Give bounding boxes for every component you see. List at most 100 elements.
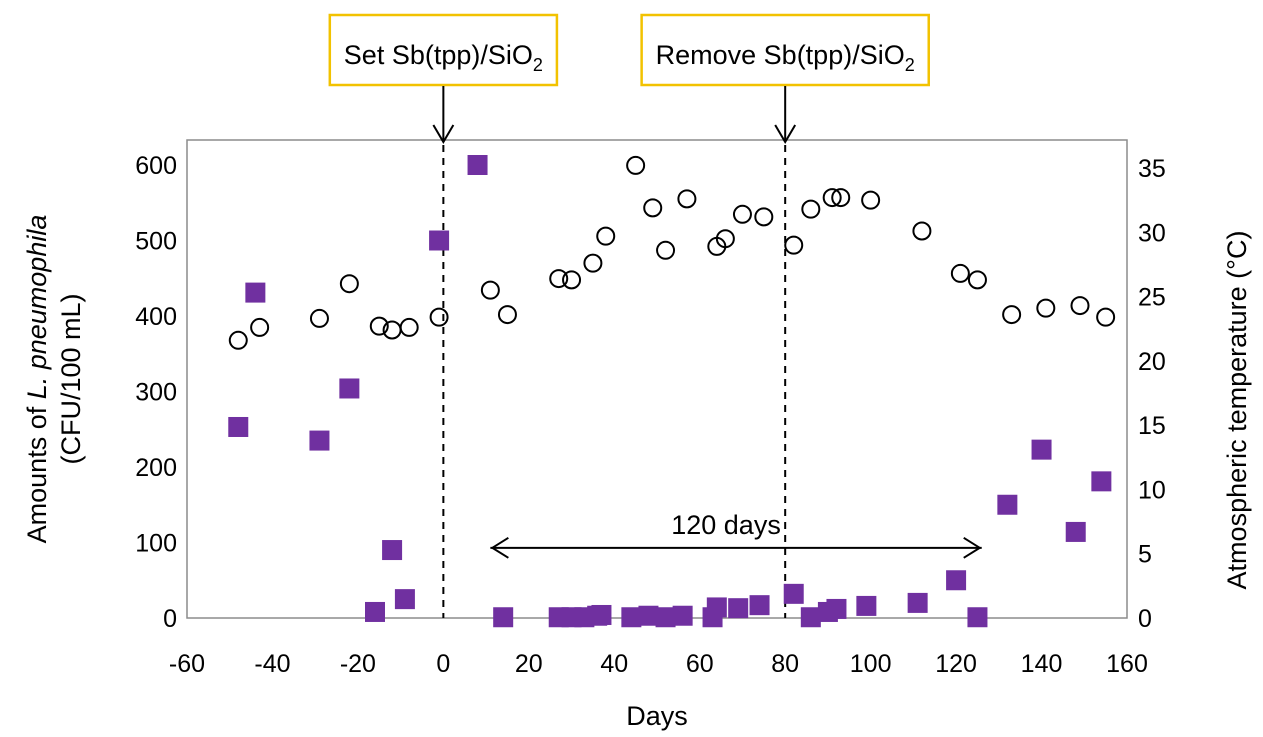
temperature-point <box>950 263 970 283</box>
x-tick-label: -40 <box>254 650 290 678</box>
y-right-tick-label: 0 <box>1138 605 1152 633</box>
temperature-point <box>967 270 987 290</box>
temperature-point <box>339 274 359 294</box>
x-tick-label: 160 <box>1106 650 1148 678</box>
y-left-tick-label: 400 <box>135 303 177 331</box>
y-right-tick-label: 5 <box>1138 541 1152 569</box>
y-right-tick-label: 15 <box>1138 412 1166 440</box>
vertical-lines <box>442 145 787 618</box>
bacteria-point <box>638 605 659 626</box>
temperature-point <box>1096 307 1116 327</box>
y-left-tick-label: 0 <box>163 605 177 633</box>
temperature-point <box>656 240 676 260</box>
annotation-box <box>640 13 930 87</box>
temperature-point <box>309 308 329 328</box>
bacteria-point <box>800 607 821 628</box>
temperature-point <box>1070 296 1090 316</box>
annotation-subscript: 2 <box>905 55 915 75</box>
y-left-label-italic: L. pneumophila <box>22 215 52 400</box>
temperature-point <box>369 316 389 336</box>
temperature-point <box>429 307 449 327</box>
y-right-tick-label: 20 <box>1138 348 1166 376</box>
y-right-tick-labels: 0 5 10 15 20 25 30 35 <box>1138 155 1166 633</box>
bacteria-point <box>728 598 749 619</box>
y-right-axis-label: Atmospheric temperature (°C) <box>1222 231 1252 590</box>
temperature-point <box>801 199 821 219</box>
bacteria-point <box>672 605 693 626</box>
x-tick-label: 20 <box>515 650 543 678</box>
annotation-subscript: 2 <box>533 55 543 75</box>
y-left-axis-label: Amounts of L. pneumophila <box>22 215 52 544</box>
plot-area <box>186 139 1128 619</box>
temperature-point <box>1036 298 1056 318</box>
y-right-tick-label: 30 <box>1138 219 1166 247</box>
temperature-point <box>497 305 517 325</box>
x-tick-label: 120 <box>935 650 977 678</box>
y-left-tick-label: 600 <box>135 152 177 180</box>
annotation-main: Remove Sb(tpp)/SiO <box>656 40 905 70</box>
bacteria-point <box>907 592 928 613</box>
x-tick-label: -60 <box>169 650 205 678</box>
y-left-tick-labels: 0 100 200 300 400 500 600 <box>135 152 177 633</box>
bacteria-point <box>467 155 488 175</box>
temperature-point <box>643 198 663 218</box>
temperature-point <box>784 235 804 255</box>
y-left-tick-label: 100 <box>135 530 177 558</box>
temperature-point <box>626 155 646 175</box>
bacteria-point <box>826 598 847 619</box>
bacteria-point <box>1065 521 1086 542</box>
bacteria-point <box>997 494 1018 515</box>
temperature-point <box>1002 305 1022 325</box>
y-right-tick-label: 25 <box>1138 284 1166 312</box>
bacteria-point <box>967 607 988 628</box>
temperature-point <box>912 221 932 241</box>
bacteria-point <box>1031 439 1052 460</box>
temperature-point <box>549 269 569 289</box>
temperature-point <box>732 204 752 224</box>
range-arrow-right-head <box>963 536 982 559</box>
bacteria-point <box>621 607 642 628</box>
x-tick-label: 0 <box>436 650 450 678</box>
temperature-point <box>562 270 582 290</box>
annotation-label: Remove Sb(tpp)/SiO2 <box>656 40 915 75</box>
temperature-point <box>480 280 500 300</box>
annotation-arrow-head <box>432 124 455 144</box>
x-tick-labels: -60 -40 -20 0 20 40 60 80 100 120 140 160 <box>169 650 1148 678</box>
y-right-tick-label: 10 <box>1138 476 1166 504</box>
annotation-box <box>328 13 559 87</box>
annotations: Set Sb(tpp)/SiO2 Remove Sb(tpp)/SiO2 <box>328 13 930 144</box>
bacteria-point <box>749 595 770 616</box>
bacteria-point <box>1091 471 1112 492</box>
y-left-axis-label-line2: (CFU/100 mL) <box>56 293 86 464</box>
temperature-point <box>831 188 851 208</box>
temperature-point <box>861 190 881 210</box>
bacteria-point <box>365 601 385 622</box>
bacteria-point <box>309 430 330 451</box>
bacteria-point <box>228 416 249 437</box>
x-tick-label: 60 <box>686 650 714 678</box>
annotation: Remove Sb(tpp)/SiO2 <box>640 13 930 144</box>
temperature-point <box>228 330 248 350</box>
temperature-point <box>583 253 603 273</box>
y-left-tick-label: 500 <box>135 228 177 256</box>
bacteria-point <box>946 570 967 591</box>
x-axis-label: Days <box>626 701 688 731</box>
annotation-label: Set Sb(tpp)/SiO2 <box>344 40 543 75</box>
bacteria-point <box>591 604 612 625</box>
bacteria-point <box>655 607 676 628</box>
temperature-point <box>822 188 842 208</box>
annotation: Set Sb(tpp)/SiO2 <box>328 13 559 144</box>
x-tick-label: 100 <box>850 650 892 678</box>
y-right-tick-label: 35 <box>1138 155 1166 183</box>
bacteria-point <box>245 282 266 303</box>
bacteria-point <box>382 540 403 561</box>
range-arrow-label: 120 days <box>671 510 781 540</box>
x-tick-label: 80 <box>771 650 799 678</box>
annotation-main: Set Sb(tpp)/SiO <box>344 40 533 70</box>
bacteria-point <box>493 607 514 628</box>
temperature-point <box>596 226 616 246</box>
x-tick-label: 140 <box>1021 650 1063 678</box>
temperature-point <box>250 317 270 337</box>
